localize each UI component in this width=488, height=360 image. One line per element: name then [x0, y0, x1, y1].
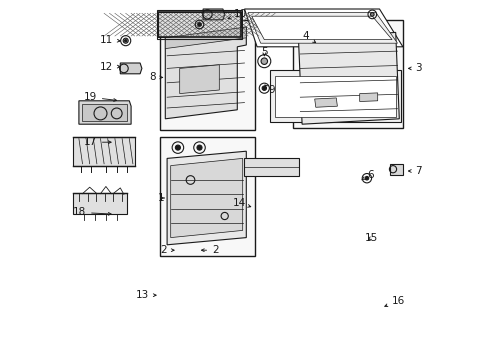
Text: 17: 17 [83, 137, 111, 147]
Polygon shape [167, 151, 246, 245]
Polygon shape [170, 158, 242, 238]
Polygon shape [79, 101, 131, 124]
Text: 16: 16 [384, 296, 405, 307]
Polygon shape [244, 158, 298, 176]
Circle shape [261, 58, 267, 64]
Text: 7: 7 [407, 166, 421, 176]
Text: 3: 3 [407, 63, 421, 73]
Text: 18: 18 [73, 207, 111, 217]
Text: 6: 6 [361, 170, 373, 180]
Text: 19: 19 [83, 92, 116, 102]
Polygon shape [244, 9, 402, 47]
Bar [160, 20, 255, 130]
Polygon shape [73, 193, 127, 214]
Text: 1: 1 [158, 193, 164, 203]
Circle shape [124, 40, 126, 42]
Text: 14: 14 [233, 198, 250, 208]
Bar [160, 137, 255, 256]
Polygon shape [120, 63, 142, 74]
Text: 13: 13 [136, 290, 156, 300]
Circle shape [123, 38, 128, 43]
Polygon shape [165, 27, 246, 49]
Text: 4: 4 [302, 31, 315, 42]
Polygon shape [314, 98, 337, 107]
Circle shape [262, 86, 266, 90]
Polygon shape [275, 76, 395, 117]
Polygon shape [165, 27, 246, 119]
Circle shape [197, 23, 201, 26]
Text: 12: 12 [100, 62, 120, 72]
Text: 2: 2 [201, 245, 218, 255]
Polygon shape [269, 70, 400, 122]
Text: 10: 10 [227, 9, 246, 19]
Polygon shape [389, 164, 402, 175]
Text: 2: 2 [160, 245, 174, 255]
Polygon shape [73, 137, 134, 166]
Text: 8: 8 [149, 72, 162, 82]
Polygon shape [179, 65, 219, 94]
Polygon shape [158, 12, 241, 37]
Polygon shape [82, 104, 127, 121]
Polygon shape [298, 32, 399, 124]
Text: 15: 15 [365, 233, 378, 243]
Bar [157, 10, 242, 39]
Text: 9: 9 [264, 85, 274, 95]
Polygon shape [247, 13, 397, 43]
Text: 11: 11 [100, 35, 120, 45]
Polygon shape [251, 16, 391, 40]
Circle shape [370, 13, 373, 16]
Polygon shape [203, 9, 224, 20]
Circle shape [175, 145, 180, 150]
Circle shape [197, 145, 202, 150]
Bar [292, 20, 402, 128]
Text: 5: 5 [261, 47, 267, 57]
Circle shape [365, 176, 368, 180]
Polygon shape [359, 93, 377, 102]
